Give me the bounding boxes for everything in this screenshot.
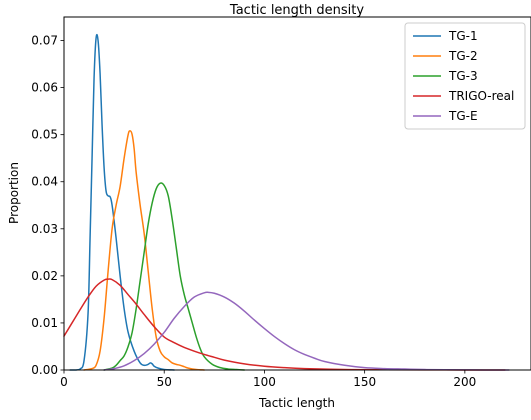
plot-frame [63,16,531,371]
series-line-tg-3 [103,182,246,371]
y-tick-label: 0.07 [31,34,58,48]
x-tick-label: 200 [453,375,476,389]
x-tick-label: 150 [353,375,376,389]
y-tick-label: 0.06 [31,81,58,95]
legend-label: TRIGO-real [448,89,514,103]
legend-label: TG-1 [448,29,478,43]
y-axis: 0.00 0.01 0.02 0.03 0.04 0.05 0.06 0.07 [31,34,64,377]
x-tick-label: 0 [60,375,68,389]
series-layer [63,33,510,371]
series-line-tg-e [103,291,510,371]
y-tick-label: 0.03 [31,222,58,236]
series-line-tg-2 [83,130,206,371]
y-tick-label: 0.05 [31,128,58,142]
x-tick-label: 100 [253,375,276,389]
legend-label: TG-3 [448,69,478,83]
legend: TG-1 TG-2 TG-3 TRIGO-real TG-E [404,22,526,130]
y-axis-label: Proportion [7,162,21,224]
x-axis-label: Tactic length [258,396,335,410]
y-tick-label: 0.00 [31,363,58,377]
y-tick-label: 0.04 [31,175,58,189]
y-tick-label: 0.02 [31,269,58,283]
series-line-trigo-real [63,278,506,371]
x-axis: 0 50 100 150 200 [60,370,476,389]
y-tick-label: 0.01 [31,316,58,330]
series-line-tg-1 [69,33,175,371]
legend-label: TG-E [448,109,478,123]
x-tick-label: 50 [157,375,172,389]
legend-label: TG-2 [448,49,478,63]
chart-title: Tactic length density [229,3,364,18]
legend-box [404,22,526,130]
